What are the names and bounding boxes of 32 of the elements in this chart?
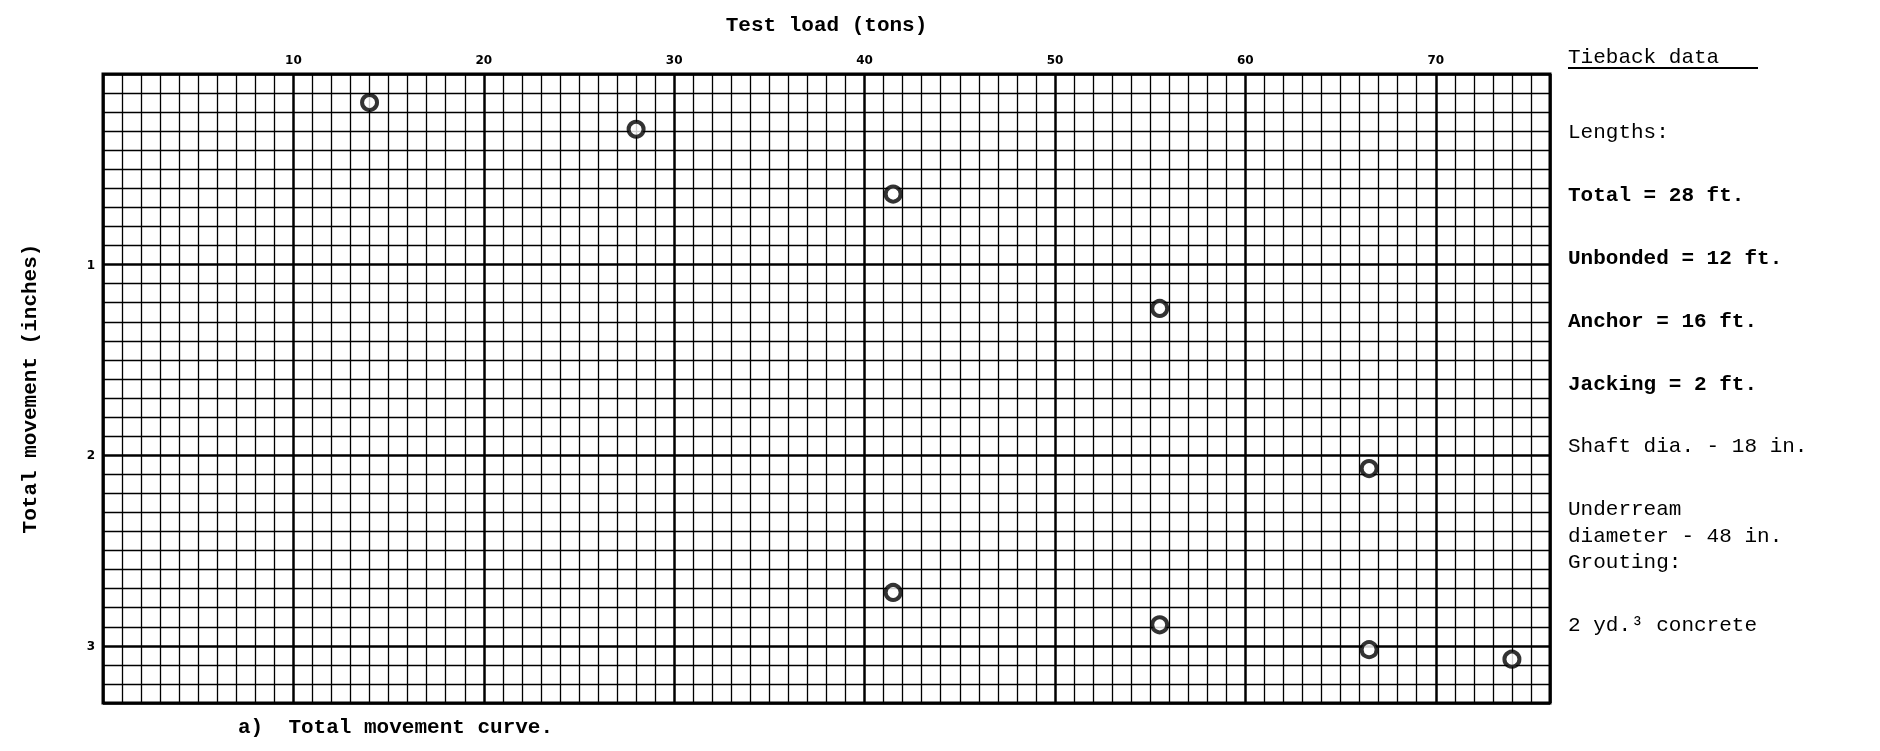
text: Shaft dia. - 18 in.	[1568, 435, 1808, 459]
y-tick-label: 3	[86, 638, 95, 653]
y-tick-label: 1	[86, 257, 95, 272]
point	[1150, 298, 1170, 318]
point	[360, 93, 380, 113]
y-axis-title: Total movement (inches)	[19, 243, 42, 534]
point	[1150, 615, 1170, 635]
text: Underream diameter - 48 in.	[1568, 498, 1783, 549]
text: Jacking = 2 ft.	[1568, 372, 1758, 396]
point	[626, 119, 646, 139]
text: Grouting:	[1568, 551, 1682, 575]
text: Unbonded = 12 ft.	[1568, 246, 1783, 270]
x-tick-label: 50	[1046, 53, 1064, 67]
text: Total = 28 ft.	[1568, 183, 1745, 207]
point	[883, 184, 903, 204]
x-tick-label: 40	[856, 53, 873, 67]
point	[883, 582, 903, 602]
text: Lengths:	[1568, 120, 1669, 144]
point	[1502, 649, 1522, 669]
x-tick-label: 10	[285, 53, 302, 67]
x-tick-label: 60	[1237, 53, 1254, 67]
y-tick-label: 2	[86, 448, 95, 463]
x-axis-title: Test load (tons)	[725, 14, 928, 37]
x-tick-label: 20	[475, 53, 493, 67]
text: Tieback data	[1568, 46, 1720, 69]
x-tick-label: 30	[665, 53, 683, 67]
text: Anchor = 16 ft.	[1568, 309, 1758, 333]
x-tick-label: 70	[1427, 53, 1445, 67]
text: 2 yd.³ concrete	[1568, 614, 1758, 638]
point	[1359, 459, 1379, 479]
text: a) Total movement curve.	[238, 716, 554, 739]
point	[1359, 640, 1379, 660]
